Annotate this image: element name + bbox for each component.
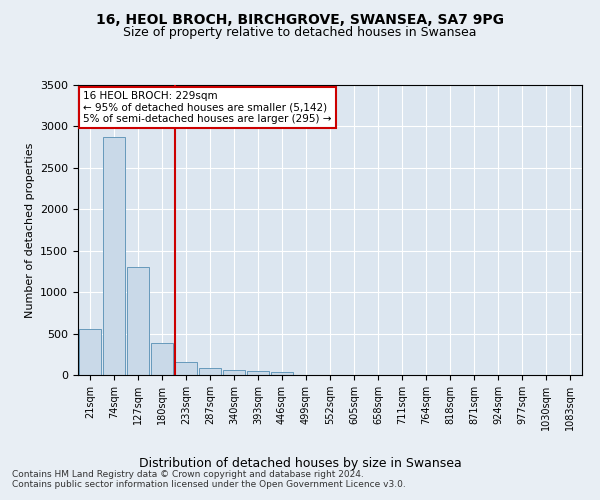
Bar	[199, 368, 221, 375]
Text: Size of property relative to detached houses in Swansea: Size of property relative to detached ho…	[123, 26, 477, 39]
Text: Contains HM Land Registry data © Crown copyright and database right 2024.: Contains HM Land Registry data © Crown c…	[12, 470, 364, 479]
Text: Contains public sector information licensed under the Open Government Licence v3: Contains public sector information licen…	[12, 480, 406, 489]
Text: 16, HEOL BROCH, BIRCHGROVE, SWANSEA, SA7 9PG: 16, HEOL BROCH, BIRCHGROVE, SWANSEA, SA7…	[96, 12, 504, 26]
Y-axis label: Number of detached properties: Number of detached properties	[25, 142, 35, 318]
Bar	[271, 372, 293, 375]
Text: 16 HEOL BROCH: 229sqm
← 95% of detached houses are smaller (5,142)
5% of semi-de: 16 HEOL BROCH: 229sqm ← 95% of detached …	[83, 91, 332, 124]
Bar	[247, 371, 269, 375]
Text: Distribution of detached houses by size in Swansea: Distribution of detached houses by size …	[139, 458, 461, 470]
Bar	[127, 268, 149, 375]
Bar	[79, 328, 101, 375]
Bar	[223, 370, 245, 375]
Bar	[175, 362, 197, 375]
Bar	[151, 342, 173, 375]
Bar	[103, 137, 125, 375]
